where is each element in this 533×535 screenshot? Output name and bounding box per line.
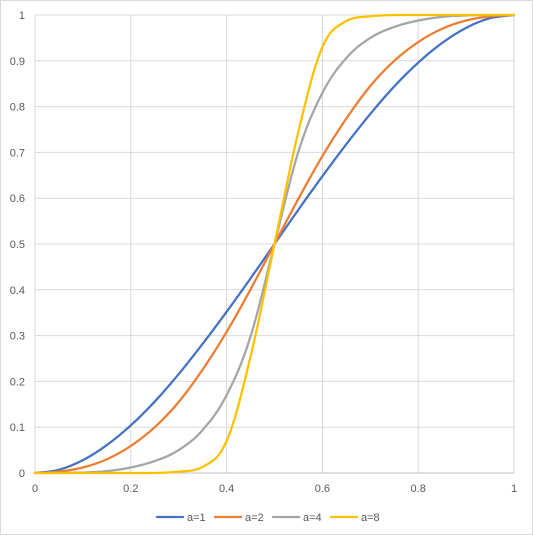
x-tick-label: 0.4 [219,483,234,495]
y-tick-label: 0.7 [10,147,25,159]
legend-label: a=2 [245,512,264,524]
x-tick-label: 0 [32,483,38,495]
legend-label: a=4 [303,512,322,524]
series-line-a-8 [33,13,516,475]
y-tick-label: 0.1 [10,422,25,434]
series-layer [33,13,516,475]
y-tick-label: 0.6 [10,193,25,205]
y-tick-label: 0 [19,468,25,480]
legend: a=1 a=2 a=4 a=8 [155,512,380,524]
x-tick-label: 1 [511,483,517,495]
y-tick-label: 0.3 [10,331,25,343]
y-tick-labels: 0 0.1 0.2 0.3 0.4 0.5 0.6 0.7 0.8 0.9 1 [10,10,25,480]
y-tick-label: 0.8 [10,102,25,114]
y-tick-label: 0.4 [10,285,25,297]
legend-item: a=4 [271,512,322,524]
legend-item: a=2 [213,512,264,524]
y-tick-label: 0.2 [10,376,25,388]
y-tick-label: 0.5 [10,239,25,251]
legend-label: a=1 [187,512,206,524]
legend-item: a=8 [329,512,380,524]
legend-item: a=1 [155,512,206,524]
x-tick-label: 0.6 [315,483,330,495]
legend-label: a=8 [361,512,380,524]
y-tick-label: 1 [19,10,25,22]
x-tick-label: 0.8 [411,483,426,495]
x-tick-label: 0.2 [123,483,138,495]
horizontal-gridlines [35,14,514,474]
x-tick-labels: 0 0.2 0.4 0.6 0.8 1 [32,483,517,495]
y-tick-label: 0.9 [10,56,25,68]
